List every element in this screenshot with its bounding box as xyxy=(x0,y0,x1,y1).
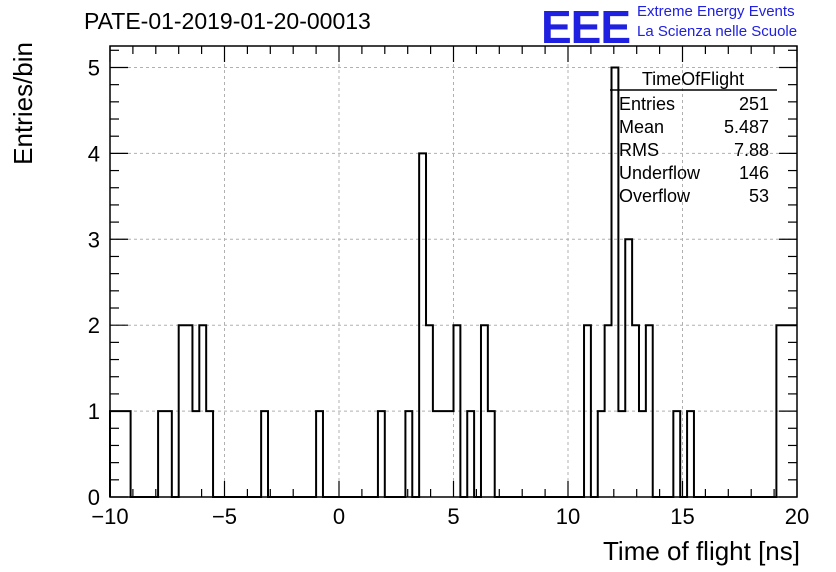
histogram-bin xyxy=(158,411,165,497)
histogram-bin xyxy=(117,411,124,497)
histogram-bin xyxy=(405,411,412,497)
stats-row-value: 5.487 xyxy=(724,117,769,137)
x-tick-label: 5 xyxy=(447,504,459,529)
stats-row-label: Mean xyxy=(619,117,664,137)
axes xyxy=(109,45,798,498)
histogram-bin xyxy=(206,411,213,497)
stats-rows: Entries 251 Mean 5.487 RMS 7.88 Underflow 146 Ov… xyxy=(619,94,769,206)
stats-row-label: RMS xyxy=(619,140,659,160)
histogram-bin xyxy=(378,411,385,497)
x-tick-label: 20 xyxy=(785,504,809,529)
histogram-bin xyxy=(261,411,268,497)
stats-row-value: 7.88 xyxy=(734,140,769,160)
x-axis-title: Time of flight [ns] xyxy=(603,536,800,566)
histogram-bin xyxy=(440,411,447,497)
stats-row-value: 251 xyxy=(739,94,769,114)
eee-logo: EEE xyxy=(541,1,631,53)
histogram-bin xyxy=(612,67,619,497)
logo-line-1: Extreme Energy Events xyxy=(637,3,795,20)
stats-title: TimeOfFlight xyxy=(642,69,744,89)
stats-row-label: Entries xyxy=(619,94,675,114)
histogram-bin xyxy=(433,411,440,497)
y-tick-label: 3 xyxy=(88,227,100,252)
x-tick-label: 0 xyxy=(333,504,345,529)
y-tick-label: 4 xyxy=(88,141,100,166)
stats-box: TimeOfFlight Entries 251 Mean 5.487 RMS 7.88 U… xyxy=(610,69,777,206)
stats-row-value: 53 xyxy=(749,186,769,206)
x-tick-label: −5 xyxy=(212,504,237,529)
histogram-bin xyxy=(316,411,323,497)
histogram-bin xyxy=(673,411,680,497)
histogram-bin xyxy=(110,411,117,497)
x-tick-label: −10 xyxy=(91,504,128,529)
y-tick-label: 1 xyxy=(88,399,100,424)
y-tick-label: 0 xyxy=(88,485,100,510)
chart-title: PATE-01-2019-01-20-00013 xyxy=(84,8,371,34)
histogram-bin xyxy=(625,239,632,497)
y-tick-label: 2 xyxy=(88,313,100,338)
x-tick-label: 10 xyxy=(556,504,580,529)
histogram-bin xyxy=(618,411,625,497)
histogram-bin xyxy=(687,411,694,497)
stats-row-value: 146 xyxy=(739,163,769,183)
histogram-bin xyxy=(598,411,605,497)
stats-row-label: Overflow xyxy=(619,186,691,206)
x-tick-label: 15 xyxy=(670,504,694,529)
histogram-bin xyxy=(124,411,131,497)
y-axis-title: Entries/bin xyxy=(8,42,38,165)
stats-row-label: Underflow xyxy=(619,163,701,183)
histogram-bin xyxy=(467,411,474,497)
histogram-bin xyxy=(165,411,172,497)
histogram-bin xyxy=(447,411,454,497)
y-tick-label: 5 xyxy=(88,55,100,80)
histogram-bin xyxy=(192,411,199,497)
histogram-bin xyxy=(639,411,646,497)
logo-line-2: La Scienza nelle Scuole xyxy=(637,23,798,40)
tick-labels: −10 −5 0 5 10 15 20 0 1 2 3 4 5 xyxy=(88,55,809,529)
histogram-bin xyxy=(488,411,495,497)
